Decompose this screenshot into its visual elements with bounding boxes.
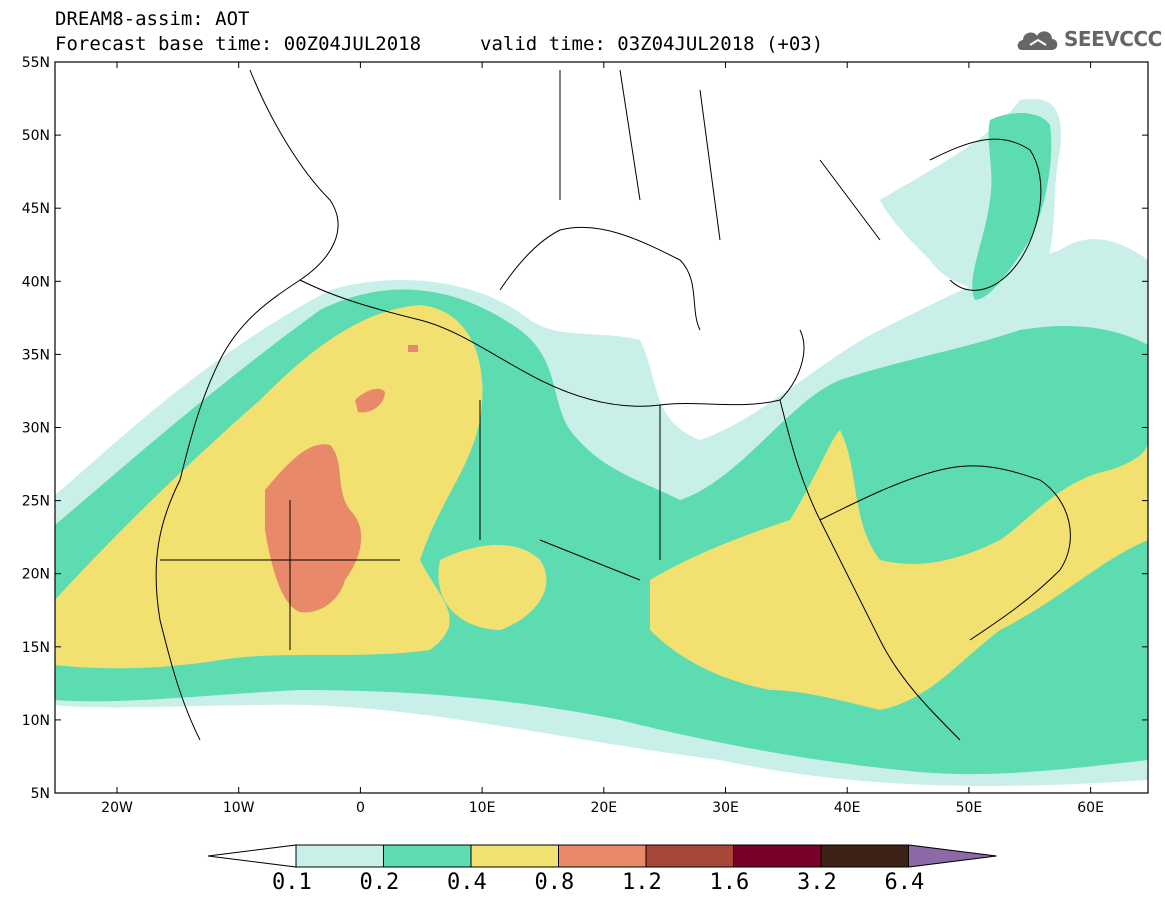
lon-label: 40E	[834, 800, 861, 816]
lat-label: 45N	[22, 201, 50, 217]
lon-label: 10W	[223, 800, 255, 816]
colorbar-box	[558, 844, 647, 868]
valid-time: valid time: 03Z04JUL2018 (+03)	[480, 33, 824, 55]
lon-label: 20E	[590, 800, 617, 816]
lon-label: 30E	[712, 800, 739, 816]
colorbar-label: 6.4	[884, 870, 925, 895]
colorbar-label: 0.1	[272, 870, 312, 895]
aot-level-0-8	[265, 444, 362, 613]
aot-level-0-4	[438, 545, 547, 630]
lon-label: 0	[356, 800, 365, 816]
aot-level-0-2	[972, 113, 1052, 301]
colorbar-label: 0.4	[447, 870, 487, 895]
lat-label: 55N	[22, 55, 50, 71]
colorbar-label: 1.6	[709, 870, 750, 895]
map-title: DREAM8-assim: AOT	[55, 8, 250, 30]
seevccc-logo: SEEVCCC	[1064, 27, 1162, 51]
forecast-base-time: Forecast base time: 00Z04JUL2018	[55, 33, 422, 55]
colorbar-low-arrow	[207, 844, 297, 868]
cloud-icon	[1017, 31, 1058, 50]
lat-label: 15N	[22, 640, 50, 656]
lon-label: 50E	[956, 800, 983, 816]
colorbar	[207, 844, 997, 868]
lat-label: 35N	[22, 347, 50, 363]
aot-level-0-4	[650, 430, 1148, 710]
lat-label: 20N	[22, 567, 50, 583]
colorbar-label: 0.2	[359, 870, 400, 895]
colorbar-box	[295, 844, 384, 868]
lat-label: 50N	[22, 128, 50, 144]
colorbar-box	[820, 844, 909, 868]
colorbar-label: 3.2	[797, 870, 837, 895]
lat-label: 5N	[31, 786, 50, 802]
lat-label: 40N	[22, 274, 50, 290]
aot-level-0-8	[355, 388, 385, 413]
lon-label: 60E	[1077, 800, 1104, 816]
colorbar-box	[733, 844, 822, 868]
lat-label: 30N	[22, 421, 50, 437]
colorbar-label: 1.2	[622, 870, 662, 895]
colorbar-high-arrow	[908, 844, 997, 868]
lon-label: 20W	[101, 800, 133, 816]
aot-level-0-8	[408, 345, 418, 352]
coastlines	[155, 69, 1071, 741]
lon-label: 10E	[469, 800, 496, 816]
lat-label: 25N	[22, 494, 50, 510]
lat-label: 10N	[22, 713, 50, 729]
colorbar-label: 0.8	[534, 870, 575, 895]
colorbar-box	[470, 844, 559, 868]
colorbar-box	[645, 844, 734, 868]
colorbar-box	[383, 844, 472, 868]
